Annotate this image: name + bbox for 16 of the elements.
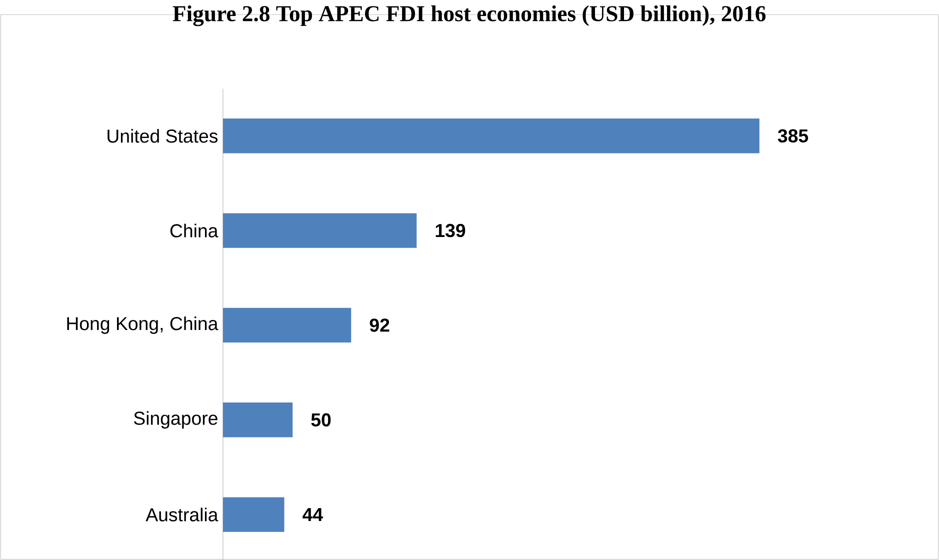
bar: [222, 118, 760, 154]
data-label: 50: [311, 413, 331, 426]
y-tick-label: Australia: [146, 508, 218, 522]
y-tick-label: Singapore: [134, 411, 218, 429]
bar: [222, 308, 352, 343]
chart-title: Figure 2.8 Top APEC FDI host economies (USD billion), 2016: [172, 5, 766, 26]
data-label: 92: [370, 318, 390, 332]
bar: [222, 213, 417, 248]
data-label: 44: [302, 508, 323, 521]
data-label: 385: [778, 129, 808, 143]
bar: [222, 497, 284, 532]
y-tick-label: Hong Kong, China: [67, 316, 218, 334]
data-label: 139: [436, 224, 466, 238]
y-tick-label: United States: [108, 129, 218, 143]
bar: [222, 402, 293, 438]
y-tick-label: China: [170, 224, 218, 238]
